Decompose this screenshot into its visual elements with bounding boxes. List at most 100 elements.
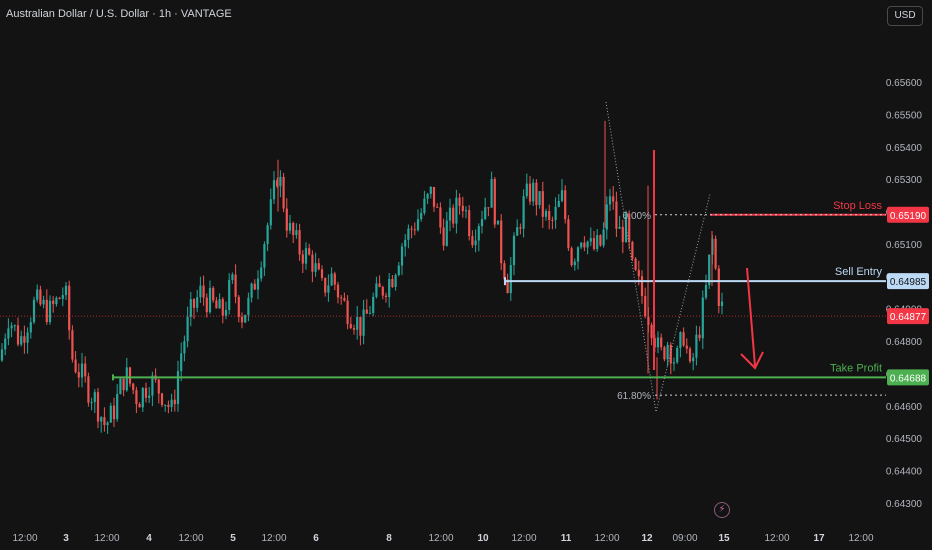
overlays-layer: 0.00% 61.80% Stop Loss Sell Entry Take Profi…: [0, 101, 886, 413]
candle-body: [55, 297, 58, 305]
currency-button[interactable]: USD: [887, 6, 923, 26]
candle-body: [112, 405, 116, 420]
candle-body: [404, 239, 407, 247]
candle-body: [93, 392, 96, 403]
candle-body: [282, 176, 285, 209]
candle-body: [212, 287, 215, 301]
candle-body: [557, 200, 560, 207]
candle-body: [608, 196, 612, 205]
candle-body: [535, 182, 538, 206]
candle-body: [596, 235, 599, 250]
candle-body: [506, 279, 509, 294]
candle-body: [682, 332, 685, 346]
price-tick-label: 0.64800: [886, 337, 923, 348]
candle-body: [276, 180, 279, 187]
time-tick-label: 10: [477, 533, 489, 544]
candle-body: [269, 199, 272, 226]
candle-body: [87, 376, 90, 403]
candle-body: [148, 395, 151, 398]
candle-body: [688, 348, 692, 362]
candle-body: [624, 213, 628, 243]
candle-body: [125, 367, 128, 391]
time-tick-label: 6: [313, 533, 319, 544]
candle-body: [500, 220, 503, 264]
candle-body: [340, 297, 343, 299]
candle-body: [621, 226, 624, 243]
candle-body: [304, 248, 308, 264]
candle-body: [410, 228, 413, 230]
candle-body: [4, 338, 7, 350]
candle-body: [538, 191, 541, 206]
candle-body: [327, 285, 330, 293]
candle-body: [631, 241, 634, 259]
candle-body: [695, 334, 698, 358]
candle-body: [77, 372, 80, 378]
candle-body: [413, 229, 416, 231]
candle-body: [74, 359, 77, 373]
time-tick-label: 12:00: [511, 533, 536, 544]
candle-body: [615, 201, 618, 229]
candle-body: [151, 375, 154, 396]
fib-label-0: 0.00%: [623, 211, 651, 222]
candle-body: [416, 219, 420, 231]
candle-body: [295, 230, 298, 236]
candle-body: [170, 399, 173, 408]
candle-body: [160, 393, 164, 406]
candle-body: [599, 235, 602, 246]
candle-body: [676, 347, 679, 363]
price-tag: [887, 273, 929, 290]
candle-body: [436, 206, 439, 208]
candle-body: [570, 248, 573, 266]
sell-arrow-head: [740, 351, 764, 370]
candle-body: [132, 383, 135, 391]
candle-body: [544, 211, 548, 217]
candle-body: [288, 223, 292, 231]
candle-body: [519, 227, 522, 229]
candle-body: [708, 254, 711, 286]
candle-body: [359, 316, 362, 336]
candle-body: [365, 309, 368, 314]
time-tick-label: 15: [718, 533, 730, 544]
candle-body: [260, 267, 263, 279]
candle-body: [666, 344, 669, 360]
candle-body: [250, 283, 253, 298]
price-tag-value: 0.64877: [890, 312, 927, 323]
candle-body: [701, 297, 704, 339]
candle-body: [493, 179, 496, 225]
candle-body: [192, 299, 196, 308]
time-tick-label: 12:00: [428, 533, 453, 544]
candle-body: [426, 194, 429, 199]
candle-body: [477, 226, 480, 241]
candle-body: [183, 341, 186, 354]
candle-body: [138, 404, 141, 408]
candle-body: [39, 289, 42, 305]
candle-body: [215, 300, 218, 309]
candle-body: [720, 301, 724, 307]
candle-body: [679, 332, 682, 348]
candle-body: [320, 269, 324, 278]
time-tick-label: 12: [641, 533, 653, 544]
candle-body: [48, 300, 52, 323]
time-tick-label: 5: [230, 533, 236, 544]
candle-body: [176, 371, 180, 405]
time-tick-label: 17: [813, 533, 825, 544]
lightning-icon[interactable]: ⚡: [714, 502, 730, 518]
candle-body: [564, 190, 567, 220]
candle-body: [583, 242, 586, 248]
candle-body: [362, 309, 365, 336]
price-tick-label: 0.64600: [886, 402, 923, 413]
candle-body: [135, 390, 138, 405]
time-tick-label: 12:00: [764, 533, 789, 544]
candle-body: [605, 204, 608, 230]
candle-body: [100, 417, 103, 422]
candle-body: [698, 334, 701, 339]
candle-body: [618, 226, 621, 229]
price-tick-label: 0.65400: [886, 143, 923, 154]
candle-body: [96, 392, 100, 422]
candle-body: [144, 387, 148, 398]
candle-body: [407, 228, 410, 240]
candle-body: [448, 207, 452, 221]
candles-layer: [0, 120, 724, 434]
